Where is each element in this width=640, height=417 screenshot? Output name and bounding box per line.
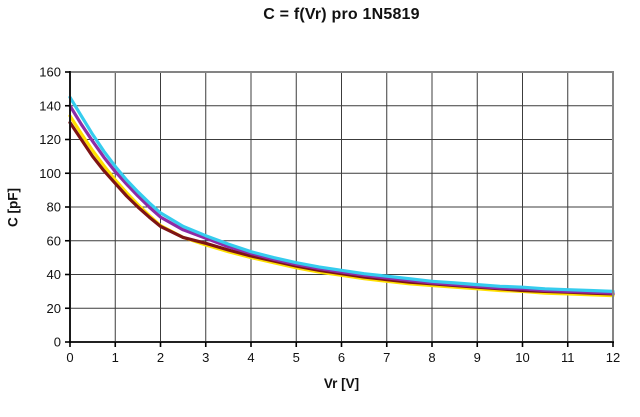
x-tick-label: 4 [247,350,254,365]
series-curve-purple [68,104,615,295]
y-tick-label: 0 [54,335,61,350]
x-tick-label: 11 [561,350,575,365]
x-tick-label: 1 [112,350,119,365]
y-tick-label: 40 [47,267,61,282]
x-tick-label: 6 [338,350,345,365]
y-tick-label: 100 [39,166,61,181]
x-tick-label: 0 [66,350,73,365]
x-tick-label: 2 [157,350,164,365]
y-tick-label: 60 [47,233,61,248]
x-tick-label: 5 [293,350,300,365]
y-tick-label: 20 [47,301,61,316]
x-tick-label: 10 [515,350,529,365]
x-tick-label: 12 [606,350,620,365]
y-tick-label: 160 [39,65,61,80]
y-tick-label: 80 [47,200,61,215]
chart-title: C = f(Vr) pro 1N5819 [263,6,420,23]
series-curve-cyan [68,95,615,293]
x-tick-label: 3 [202,350,209,365]
y-tick-label: 140 [39,98,61,113]
x-tick-label: 8 [428,350,435,365]
x-axis-title: Vr [V] [323,376,360,391]
y-tick-label: 120 [39,132,61,147]
x-tick-label: 9 [474,350,481,365]
y-axis-title: C [pF] [5,188,21,227]
x-tick-label: 7 [383,350,390,365]
